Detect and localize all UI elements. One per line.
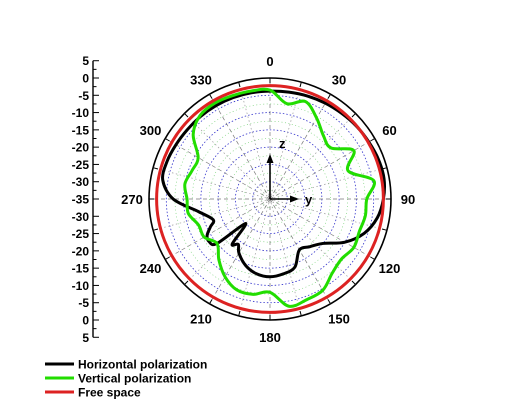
angle-label-120: 120 <box>379 261 401 276</box>
outer-tick <box>351 280 356 285</box>
z-arrowhead <box>266 154 274 163</box>
polar-grid <box>148 77 392 321</box>
radial-tick-label: 5 <box>82 331 89 345</box>
outer-tick <box>299 310 302 317</box>
grid-spoke <box>153 198 271 231</box>
angle-label-300: 300 <box>140 123 162 138</box>
angle-label-180: 180 <box>259 330 281 345</box>
grid-spoke <box>209 198 271 304</box>
outer-tick <box>209 299 213 305</box>
outer-tick <box>184 280 189 285</box>
angle-label-60: 60 <box>382 123 396 138</box>
radial-tick-label: -30 <box>72 175 90 189</box>
grid-ring <box>165 94 375 304</box>
outer-tick <box>238 81 241 88</box>
grid-spoke <box>184 113 271 200</box>
outer-tick <box>327 93 331 99</box>
grid-spoke <box>269 198 356 285</box>
radial-tick-label: 0 <box>82 72 89 86</box>
angle-label-240: 240 <box>140 261 162 276</box>
radial-tick-label: 0 <box>82 314 89 328</box>
y-axis-label: y <box>305 192 313 207</box>
outer-tick <box>370 138 376 142</box>
y-arrowhead <box>290 195 299 203</box>
radial-tick-label: -5 <box>78 296 89 310</box>
radial-tick-label: -5 <box>78 89 89 103</box>
radial-tick-label: 5 <box>82 54 89 68</box>
outer-tick <box>152 167 159 170</box>
outer-tick <box>299 81 302 88</box>
radial-tick-label: -25 <box>72 158 90 172</box>
angle-labels: 0 30 60 90 120 150 180 210 240 270 300 330 <box>121 54 415 345</box>
legend-label: Free space <box>78 386 141 400</box>
radial-tick-label: -15 <box>72 262 90 276</box>
grid-spoke <box>269 198 387 231</box>
grid-spoke <box>269 198 375 260</box>
legend-label: Horizontal polarization <box>78 358 207 372</box>
outer-tick <box>184 113 189 118</box>
radial-tick-label: -20 <box>72 141 90 155</box>
angle-label-90: 90 <box>401 192 415 207</box>
outer-tick <box>370 256 376 260</box>
grid-spoke <box>238 198 271 316</box>
angle-label-210: 210 <box>190 312 212 327</box>
angle-label-0: 0 <box>266 54 273 69</box>
outer-tick <box>351 113 356 118</box>
grid-spoke <box>269 94 331 200</box>
outer-tick <box>209 93 213 99</box>
outer-tick <box>164 256 170 260</box>
angle-label-330: 330 <box>190 72 212 87</box>
radial-tick-label: -20 <box>72 244 90 258</box>
series-vertical-polarization <box>183 87 376 308</box>
grid-ring <box>235 164 305 234</box>
grid-spoke <box>184 198 271 285</box>
grid-spoke <box>269 113 356 200</box>
radial-tick-label: -10 <box>72 106 90 120</box>
angle-label-270: 270 <box>121 192 143 207</box>
radial-tick-label: -25 <box>72 227 90 241</box>
grid-minor-ring <box>209 138 331 260</box>
radial-tick-label: -15 <box>72 123 90 137</box>
grid-spoke <box>269 82 302 200</box>
grid-spoke <box>165 198 271 260</box>
grid-spoke <box>209 94 271 200</box>
outer-tick <box>381 228 388 231</box>
outer-tick <box>164 138 170 142</box>
grid-spoke <box>165 138 271 200</box>
radial-tick-label: -10 <box>72 279 90 293</box>
series-layer <box>155 84 387 314</box>
grid-spoke <box>269 138 375 200</box>
outer-tick <box>327 299 331 305</box>
outer-tick <box>152 228 159 231</box>
grid-spoke <box>238 82 271 200</box>
grid-spoke <box>269 198 302 316</box>
radial-axis: 5 0 -5 -10 -15 -20 -25 -30 -35 -30 -25 -20 -15 -10 -5 0… <box>72 54 99 345</box>
series-horizontal-polarization <box>161 89 387 279</box>
z-axis-label: z <box>279 136 286 151</box>
series-free-space <box>155 84 385 314</box>
grid-spoke <box>269 167 387 200</box>
radial-tick-label-center: -35 <box>72 193 90 207</box>
grid-spoke <box>269 198 331 304</box>
grid-spoke <box>153 167 271 200</box>
legend-label: Vertical polarization <box>78 372 191 386</box>
angle-label-150: 150 <box>328 312 350 327</box>
angle-label-30: 30 <box>332 72 346 87</box>
grid-ring <box>200 129 340 269</box>
radial-tick-label: -30 <box>72 210 90 224</box>
inner-axes: z y <box>266 136 313 207</box>
outer-tick <box>238 310 241 317</box>
